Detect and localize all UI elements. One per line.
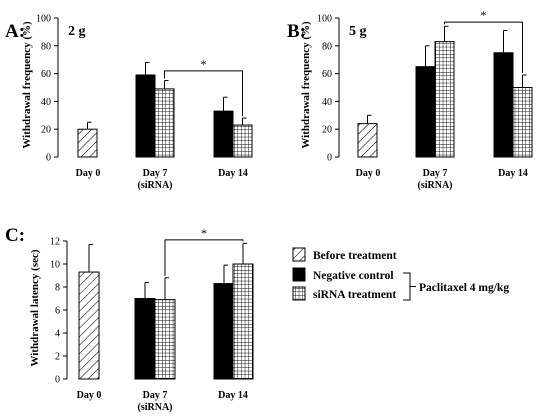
x-category-label: Day 0: [356, 168, 381, 179]
y-tick-label: 60: [322, 69, 332, 80]
legend-label-sirna-treatment: siRNA treatment: [313, 289, 396, 301]
y-axis-title: Withdrawal frequency (%): [21, 21, 33, 149]
legend-bracket-label: Paclitaxel 4 mg/kg: [419, 282, 509, 294]
y-tick-label: 8: [55, 283, 60, 294]
x-category-label: Day 0: [76, 168, 101, 179]
bar-negative-control: [135, 74, 156, 158]
x-category-label: Day 7: [143, 390, 168, 401]
significance-bracket: [164, 70, 243, 117]
y-axis-title: Withdrawal latency (sec): [29, 249, 41, 366]
bar-sirna-treatment: [154, 88, 175, 158]
x-category-sublabel: (siRNA): [138, 180, 173, 191]
panel-label: B:: [287, 21, 306, 42]
panel-label: A:: [5, 21, 25, 42]
y-tick-label: 10: [50, 260, 60, 271]
y-tick-label: 12: [50, 237, 60, 248]
significance-bracket: [164, 239, 244, 276]
bar-negative-control: [415, 66, 436, 158]
bar-before-treatment: [357, 123, 378, 158]
y-tick-label: 4: [55, 329, 60, 340]
x-category-label: Day 0: [77, 390, 102, 401]
bar-before-treatment: [78, 271, 100, 380]
significance-star: *: [201, 57, 207, 71]
y-tick-label: 40: [41, 97, 51, 108]
y-tick-label: 6: [55, 306, 60, 317]
y-tick-label: 40: [322, 97, 332, 108]
legend-swatch-negative-control: [292, 267, 306, 282]
x-category-sublabel: (siRNA): [138, 402, 173, 413]
y-tick-label: 0: [46, 153, 51, 164]
legend-label-negative-control: Negative control: [313, 270, 394, 282]
panel-label: C:: [5, 225, 25, 246]
bar-sirna-treatment: [232, 124, 253, 158]
legend-label-before-treatment: Before treatment: [313, 250, 397, 262]
bar-negative-control: [493, 52, 514, 158]
legend-swatch-sirna-treatment: [292, 286, 306, 301]
y-tick-label: 20: [41, 125, 51, 136]
y-tick-label: 100: [36, 14, 51, 25]
condition-label: 5 g: [349, 24, 367, 39]
significance-star: *: [201, 226, 207, 240]
y-tick-label: 100: [317, 14, 332, 25]
legend-swatch-before-treatment: [292, 247, 306, 262]
condition-label: 2 g: [68, 24, 86, 39]
bar-negative-control: [213, 110, 234, 158]
y-tick-label: 80: [41, 41, 51, 52]
bar-sirna-treatment: [434, 41, 455, 158]
y-tick-label: 0: [327, 153, 332, 164]
x-category-label: Day 14: [218, 390, 248, 401]
legend: Before treatment Negative control siRNA …: [292, 247, 509, 301]
legend-bracket: [403, 272, 416, 301]
bar-sirna-treatment: [232, 263, 254, 380]
x-category-label: Day 14: [218, 168, 248, 179]
x-category-label: Day 7: [143, 168, 168, 179]
bar-sirna-treatment: [512, 87, 533, 158]
bar-negative-control: [134, 298, 156, 380]
y-tick-label: 80: [322, 41, 332, 52]
y-tick-label: 0: [55, 375, 60, 386]
x-category-sublabel: (siRNA): [418, 180, 453, 191]
y-tick-label: 20: [322, 125, 332, 136]
y-tick-label: 2: [55, 352, 60, 363]
bar-before-treatment: [77, 128, 98, 158]
y-tick-label: 60: [41, 69, 51, 80]
x-category-label: Day 14: [498, 168, 528, 179]
significance-bracket: [444, 21, 523, 73]
bar-negative-control: [213, 283, 235, 380]
panel-b: B: 5 g 0 20 40 60 80 100 Withdrawal frequency (%…: [287, 8, 533, 191]
panel-c: C: 0 2 4 6 8 10 12 Withdrawal latency (sec) Day 0…: [5, 225, 254, 413]
y-axis-title: Withdrawal frequency (%): [300, 21, 312, 149]
bar-sirna-treatment: [154, 299, 176, 380]
x-category-label: Day 7: [423, 168, 448, 179]
significance-star: *: [481, 8, 487, 22]
